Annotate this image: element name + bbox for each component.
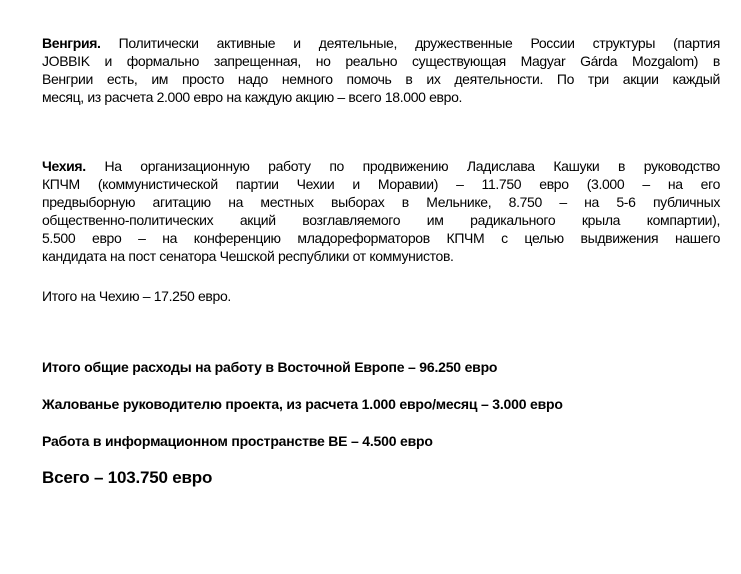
czech-heading: Чехия. (42, 158, 86, 174)
text-line: Венгрии есть, им просто надо немного пом… (42, 71, 720, 87)
text-line: месяц, из расчета 2.000 евро на каждую а… (42, 89, 463, 105)
text-line: JOBBIK и формально запрещенная, но реаль… (42, 53, 720, 69)
text-line: Чехия. На организационную работу по прод… (42, 158, 720, 174)
info-space-cost: Работа в информационном пространстве ВЕ … (42, 433, 433, 449)
manager-salary: Жалованье руководителю проекта, из расче… (42, 396, 563, 412)
text-line: общественно-политических акций возглавля… (42, 212, 720, 228)
east-europe-total: Итого общие расходы на работу в Восточно… (42, 359, 498, 375)
text-line: 5.500 евро – на конференцию младореформа… (42, 230, 720, 246)
text-line: кандидата на пост сенатора Чешской респу… (42, 248, 454, 264)
text-line: КПЧМ (коммунистической партии Чехии и Мо… (42, 176, 720, 192)
hungary-paragraph: Венгрия. Политически активные и деятельн… (42, 34, 720, 106)
hungary-heading: Венгрия. (42, 35, 101, 51)
czech-paragraph: Чехия. На организационную работу по прод… (42, 157, 720, 265)
grand-total: Всего – 103.750 евро (42, 468, 213, 487)
text-line: предвыборную агитацию на местных выборах… (42, 194, 720, 210)
czech-subtotal: Итого на Чехию – 17.250 евро. (42, 288, 231, 304)
text-line: Венгрия. Политически активные и деятельн… (42, 35, 720, 51)
